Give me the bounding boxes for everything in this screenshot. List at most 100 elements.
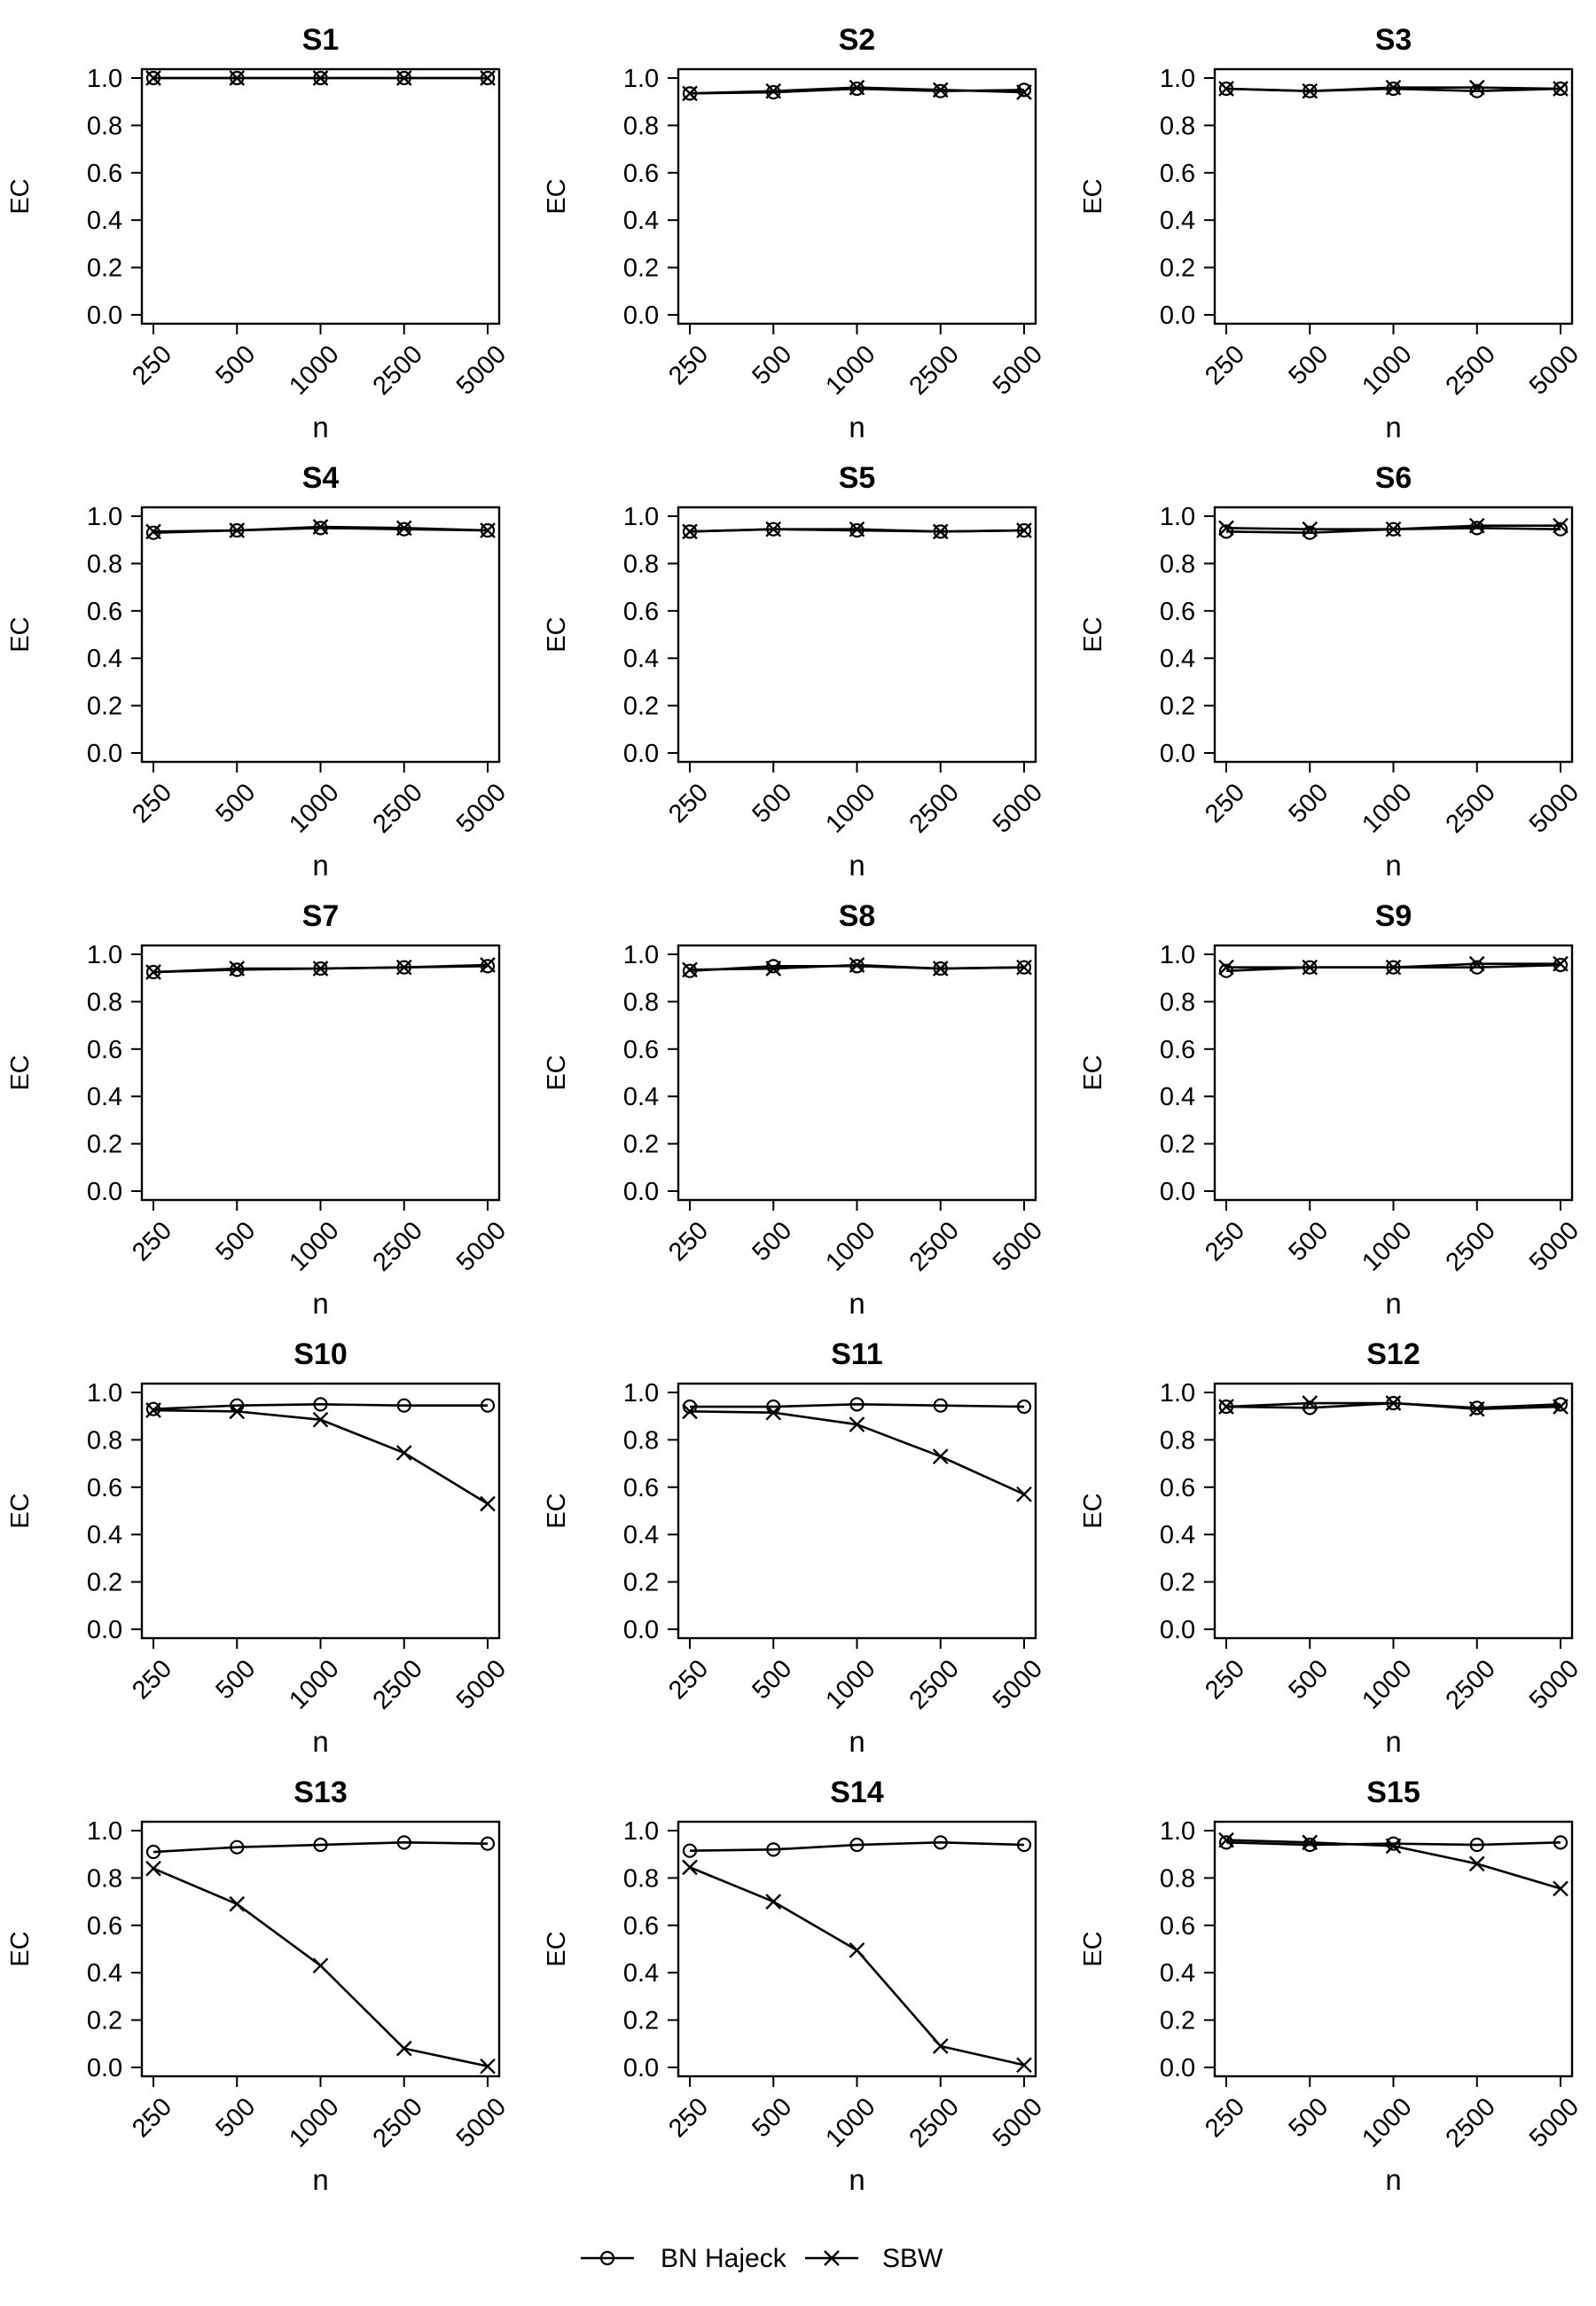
x-tick-label: 250	[127, 340, 177, 390]
data-point-sbw	[480, 522, 496, 538]
x-axis-label: n	[849, 411, 864, 443]
x-tick-label: 1000	[284, 778, 344, 838]
y-axis-label: EC	[6, 178, 35, 214]
x-tick-label: 2500	[1441, 1216, 1501, 1276]
x-tick-label: 1000	[284, 1216, 344, 1276]
x-tick-label: 500	[747, 778, 797, 828]
data-point-sbw	[682, 1403, 698, 1420]
data-point-sbw	[312, 70, 329, 86]
y-tick-label: 0.8	[1160, 112, 1195, 140]
data-point-bn-hajeck	[1218, 524, 1234, 539]
y-tick-label: 0.4	[623, 1959, 659, 1988]
y-tick-label: 0.8	[623, 988, 659, 1016]
data-point-bn-hajeck	[682, 1843, 698, 1858]
data-point-sbw	[1016, 1486, 1032, 1502]
y-tick-label: 1.0	[87, 1379, 122, 1408]
x-tick-label: 500	[747, 1216, 797, 1267]
x-axis-label: n	[312, 2163, 328, 2196]
data-point-bn-hajeck	[145, 1844, 161, 1860]
panel-s15: S15 EC 0.0 0.2 0.4 0.6 0.8 1.0 250 500 1000 2500 500…	[1079, 1776, 1584, 2196]
data-point-sbw	[229, 1403, 246, 1420]
data-point-bn-hajeck	[1469, 521, 1484, 536]
x-tick-label: 500	[1283, 2092, 1334, 2143]
y-tick-label: 1.0	[1160, 1817, 1195, 1846]
x-tick-label: 5000	[451, 1654, 512, 1714]
y-tick-label: 0.2	[87, 255, 122, 283]
chart-title: S10	[293, 1337, 348, 1371]
y-tick-label: 0.8	[623, 1864, 659, 1893]
y-axis-label: EC	[543, 1493, 571, 1528]
data-point-sbw	[1553, 955, 1569, 972]
data-point-sbw	[1468, 79, 1485, 96]
x-axis-label: n	[1385, 849, 1401, 882]
x-tick-label: 500	[747, 1654, 797, 1705]
y-axis-label: EC	[543, 616, 571, 652]
x-axis-label: n	[1385, 411, 1401, 443]
x-tick-label: 2500	[904, 340, 965, 400]
data-point-sbw	[1468, 517, 1485, 534]
x-tick-label: 500	[1283, 340, 1334, 390]
plot-frame	[1213, 1382, 1574, 1640]
data-point-sbw	[1553, 517, 1569, 534]
y-tick-label: 0.2	[623, 1569, 659, 1597]
chart-title: S11	[831, 1337, 883, 1371]
x-tick-label: 500	[1283, 1654, 1334, 1705]
data-point-sbw	[395, 1445, 412, 1461]
x-tick-label: 2500	[904, 1654, 965, 1714]
data-point-sbw	[1553, 1399, 1569, 1415]
y-tick-label: 0.2	[623, 693, 659, 721]
data-point-bn-hajeck	[480, 1398, 496, 1413]
data-point-sbw	[765, 961, 782, 977]
x-tick-label: 250	[663, 778, 714, 828]
data-point-sbw	[1468, 1855, 1485, 1872]
y-tick-label: 0.0	[623, 740, 659, 768]
x-tick-label: 1000	[1357, 340, 1417, 400]
data-point-bn-hajeck	[1553, 522, 1569, 537]
data-point-bn-hajeck	[1218, 963, 1234, 978]
panel-s13: S13 EC 0.0 0.2 0.4 0.6 0.8 1.0 250 500 1000 2500 500…	[6, 1776, 512, 2196]
panel-s7: S7 EC 0.0 0.2 0.4 0.6 0.8 1.0 250 500 1000 2500 5000…	[6, 899, 512, 1320]
data-point-sbw	[682, 961, 698, 978]
data-point-bn-hajeck	[1469, 960, 1484, 975]
y-tick-label: 0.6	[87, 1474, 122, 1502]
x-axis-label: n	[312, 1287, 328, 1320]
y-tick-label: 0.4	[623, 207, 659, 235]
y-tick-label: 0.4	[623, 1521, 659, 1549]
plot-frame	[140, 1820, 501, 2078]
legend-marker-sbw	[824, 2250, 840, 2266]
y-tick-label: 1.0	[87, 65, 122, 93]
y-tick-label: 0.8	[87, 988, 122, 1016]
plot-frame	[677, 506, 1037, 764]
x-tick-label: 1000	[284, 1654, 344, 1714]
panel-s8: S8 EC 0.0 0.2 0.4 0.6 0.8 1.0 250 500 1000 2500 5000…	[543, 899, 1048, 1320]
y-tick-label: 0.6	[1160, 1474, 1195, 1502]
data-point-sbw	[1302, 959, 1318, 976]
y-tick-label: 0.0	[1160, 2054, 1195, 2082]
x-axis-label: n	[849, 2163, 864, 2196]
series-line-sbw	[153, 1408, 489, 1505]
plot-frame	[140, 1382, 501, 1640]
data-point-sbw	[145, 523, 161, 540]
y-tick-label: 0.4	[87, 645, 122, 673]
series-line-bn-hajeck	[689, 1841, 1025, 1852]
x-tick-label: 1000	[1357, 1216, 1417, 1276]
x-tick-label: 1000	[284, 340, 344, 400]
x-axis-label: n	[849, 849, 864, 882]
y-tick-label: 0.4	[87, 1959, 122, 1988]
data-point-sbw	[849, 1941, 865, 1958]
data-point-sbw	[395, 959, 412, 976]
chart-title: S4	[302, 461, 340, 495]
data-point-sbw	[480, 957, 496, 973]
panel-s6: S6 EC 0.0 0.2 0.4 0.6 0.8 1.0 250 500 1000 2500 5000…	[1079, 461, 1584, 882]
chart-title: S9	[1375, 899, 1412, 933]
x-tick-label: 250	[663, 2092, 714, 2143]
data-point-sbw	[480, 1495, 496, 1512]
chart-title: S1	[302, 23, 340, 57]
data-point-sbw	[765, 1894, 782, 1910]
y-tick-label: 0.0	[623, 302, 659, 330]
y-tick-label: 0.8	[1160, 1864, 1195, 1893]
y-axis-label: EC	[1079, 616, 1107, 652]
x-tick-label: 5000	[988, 2092, 1048, 2153]
y-tick-label: 0.4	[1160, 1959, 1195, 1988]
panel-s11: S11 EC 0.0 0.2 0.4 0.6 0.8 1.0 250 500 1000 2500 500…	[543, 1337, 1048, 1758]
